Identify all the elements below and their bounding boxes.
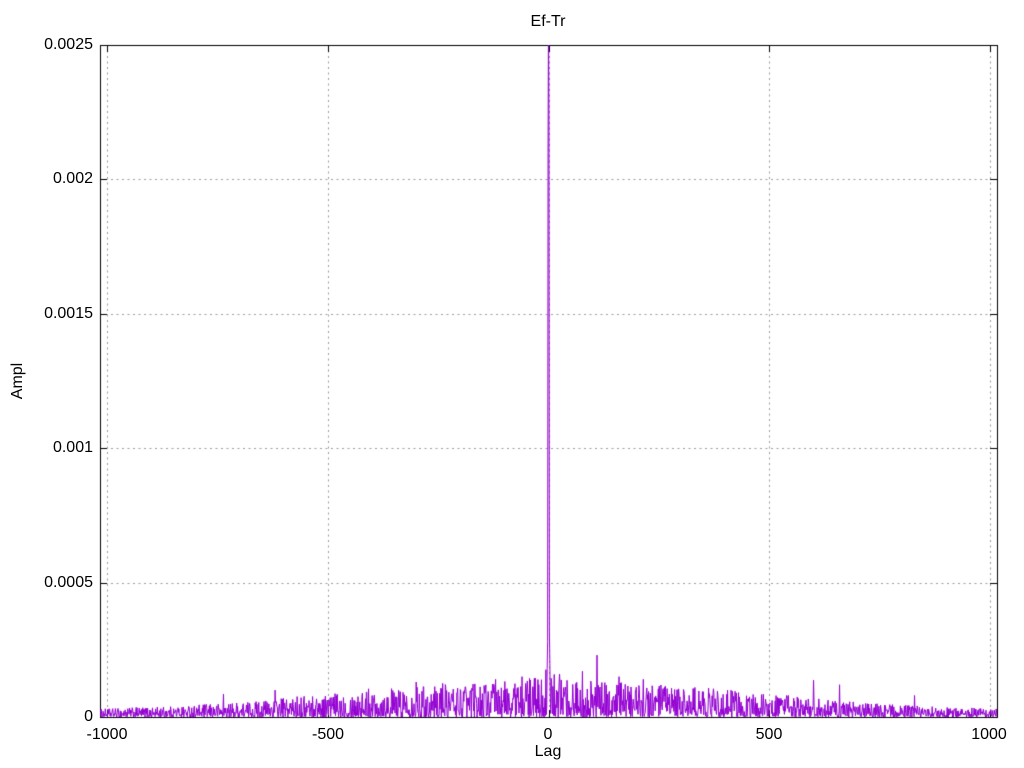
y-tick-label-0p001: 0.001: [52, 439, 93, 456]
x-axis-label: Lag: [534, 743, 562, 760]
y-tick-label-0p0005: 0.0005: [44, 574, 93, 591]
y-tick-label-0p0015: 0.0015: [44, 305, 93, 322]
x-tick-label-neg1000: -1000: [86, 726, 128, 743]
x-tick-label-1000: 1000: [971, 726, 1007, 743]
plot-title: Ef-Tr: [530, 13, 566, 30]
y-tick-label-0: 0: [84, 708, 93, 725]
x-tick-label-500: 500: [755, 726, 783, 743]
y-tick-label-0p0025: 0.0025: [44, 36, 93, 53]
y-tick-label-0p002: 0.002: [52, 170, 93, 187]
x-tick-label-0: 0: [543, 726, 553, 743]
y-axis-label: Ampl: [9, 362, 26, 400]
x-tick-label-neg500: -500: [311, 726, 345, 743]
